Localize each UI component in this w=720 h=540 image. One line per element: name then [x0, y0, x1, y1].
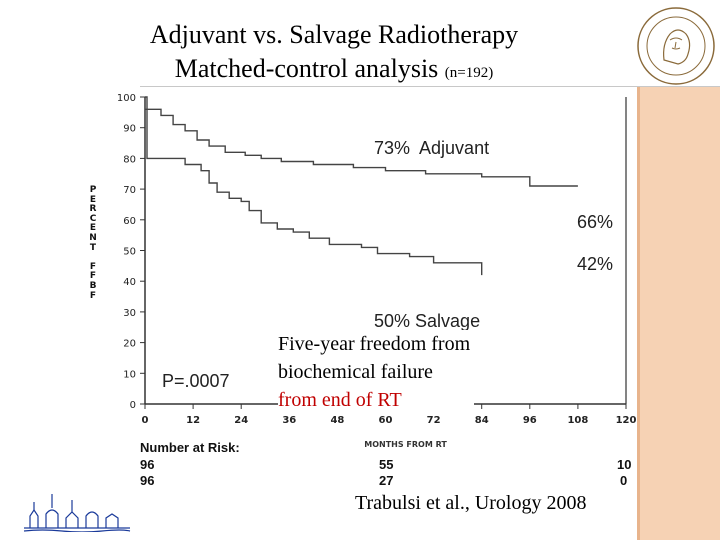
annotation-salvage: 50% Salvage	[374, 311, 480, 331]
series-line-salvage	[145, 96, 483, 276]
annotation-pvalue: P=.0007	[162, 371, 230, 391]
x-tick-label-108: 108	[567, 415, 588, 426]
x-tick-label-36: 36	[282, 415, 296, 426]
y-tick-label-90: 90	[123, 124, 136, 135]
y-tick-label-60: 60	[123, 216, 136, 227]
note-line3: from end of RT	[278, 389, 402, 411]
risk-r1c3: 10	[617, 457, 632, 472]
city-skyline-logo	[23, 494, 131, 532]
y-tick-label-40: 40	[123, 277, 136, 288]
x-tick-label-120: 120	[616, 415, 637, 426]
x-tick-label-48: 48	[330, 415, 344, 426]
series-line-adjuvant	[145, 108, 578, 187]
accent-bar	[640, 87, 720, 540]
accent-bar-edge	[637, 87, 640, 540]
y-tick-label-10: 10	[123, 369, 136, 380]
annotation-adjuvant: 73% Adjuvant	[374, 138, 489, 158]
x-tick-label-72: 72	[427, 415, 441, 426]
risk-r1c2: 55	[379, 457, 394, 472]
sample-size: (n=192)	[444, 65, 494, 81]
x-axis-label: MONTHS FROM RT	[364, 440, 447, 449]
title-divider	[140, 86, 720, 87]
slide-title-line2: Matched-control analysis (n=192)	[0, 54, 668, 84]
slide-title-main: Matched-control analysis	[174, 54, 445, 83]
fiveyear-note: Five-year freedom from biochemical failu…	[278, 330, 475, 414]
x-tick-label-84: 84	[475, 415, 489, 426]
note-line1: Five-year freedom from	[278, 333, 471, 355]
risk-heading: Number at Risk:	[140, 440, 240, 455]
x-tick-label-96: 96	[523, 415, 537, 426]
note-line2: biochemical failure	[278, 361, 433, 383]
risk-r2c1: 96	[140, 473, 155, 488]
university-seal-logo	[637, 7, 715, 85]
x-tick-label-60: 60	[379, 415, 393, 426]
slide-title-line1: Adjuvant vs. Salvage Radiotherapy	[149, 20, 519, 49]
y-tick-label-20: 20	[123, 339, 136, 350]
y-tick-label-80: 80	[123, 154, 136, 165]
x-tick-label-24: 24	[234, 415, 248, 426]
y-tick-label-30: 30	[123, 308, 136, 319]
chart-annotations: 73% Adjuvant 66% 42% 50% Salvage P=.0007	[162, 138, 613, 391]
citation: Trabulsi et al., Urology 2008	[355, 492, 587, 514]
annotation-42pct: 42%	[577, 254, 613, 274]
x-tick-label-0: 0	[142, 415, 149, 426]
risk-r1c1: 96	[140, 457, 155, 472]
risk-r2c3: 0	[620, 473, 628, 488]
x-tick-label-12: 12	[186, 415, 200, 426]
y-axis-label: P E R C E N T F F B F	[89, 185, 97, 301]
chart-axes: 0 10 20 30 40 50 60 70 80 90 100 0 12 24 36 48 60 72 84 96 1…	[117, 93, 637, 449]
chart-series	[145, 96, 578, 276]
risk-r2c2: 27	[379, 473, 394, 488]
y-tick-label-50: 50	[123, 247, 136, 258]
y-tick-label-100: 100	[117, 93, 136, 104]
annotation-66pct: 66%	[577, 212, 613, 232]
y-tick-label-70: 70	[123, 185, 136, 196]
y-tick-label-0: 0	[130, 400, 136, 411]
